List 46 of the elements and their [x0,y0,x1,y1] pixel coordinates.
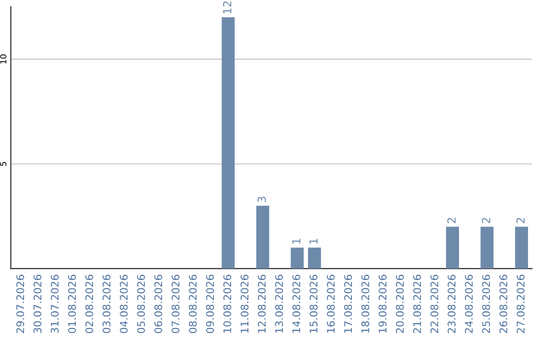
x-tick-label: 14.08.2026 [292,274,300,333]
y-tick-label: 5 [0,162,6,166]
bar [308,248,321,269]
x-tick-label: 15.08.2026 [310,274,318,333]
x-tick-label: 27.08.2026 [516,274,525,334]
data-label: 12 [223,1,232,14]
x-tick-label: 11.08.2026 [240,274,248,333]
x-tick-label: 31.07.2026 [50,274,59,334]
x-tick-label: 09.08.2026 [206,274,214,334]
data-label: 2 [447,218,456,224]
x-tick-label: 03.08.2026 [102,274,110,334]
x-tick-label: 29.07.2026 [16,274,24,334]
x-tick-label: 06.08.2026 [154,274,162,334]
bar [222,17,235,269]
bar [480,226,494,269]
x-tick-label: 20.08.2026 [396,274,404,334]
x-tick-label: 26.08.2026 [499,274,508,334]
y-tick-label: 10 [0,54,6,64]
x-tick-label: 12.08.2026 [258,274,266,333]
bar [515,226,528,269]
x-tick-label: 13.08.2026 [275,274,283,333]
x-tick-label: 18.08.2026 [361,274,370,333]
data-label: 2 [516,218,525,224]
x-tick-label: 01.08.2026 [68,274,76,334]
data-label: 3 [258,196,266,202]
x-tick-label: 24.08.2026 [464,274,473,334]
x-tick-label: 05.08.2026 [137,274,145,334]
x-tick-label: 19.08.2026 [378,274,387,333]
x-tick-label: 16.08.2026 [326,274,335,333]
bar [446,226,459,269]
x-tick-label: 30.07.2026 [34,274,42,334]
x-tick-label: 23.08.2026 [448,274,456,334]
x-tick-label: 21.08.2026 [413,274,422,334]
data-label: 1 [292,238,300,244]
x-tick-label: 22.08.2026 [430,274,438,334]
x-tick-label: 08.08.2026 [188,274,197,334]
data-label: 2 [482,218,490,224]
bar [256,206,270,269]
bar [290,248,304,269]
x-tick-label: 04.08.2026 [120,274,128,334]
data-label: 1 [309,238,318,244]
x-tick-label: 07.08.2026 [172,274,180,334]
x-tick-label: 02.08.2026 [85,274,94,334]
x-tick-label: 25.08.2026 [482,274,490,334]
x-tick-label: 17.08.2026 [344,274,352,333]
x-tick-label: 10.08.2026 [223,274,232,333]
